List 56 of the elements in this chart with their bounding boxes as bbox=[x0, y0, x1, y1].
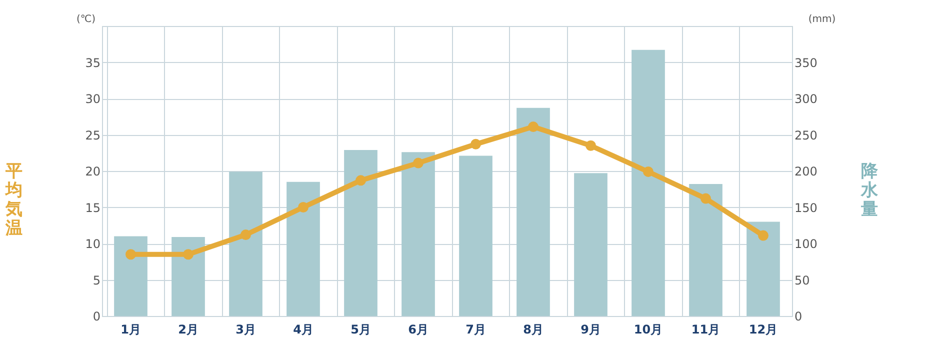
y-tick-label: 15 bbox=[85, 200, 100, 215]
x-tick-label: 7月 bbox=[466, 322, 486, 336]
y-tick-label: 10 bbox=[85, 237, 100, 251]
point bbox=[356, 175, 366, 186]
point bbox=[240, 230, 251, 240]
bar bbox=[689, 184, 722, 316]
y2-tick-label: 300 bbox=[794, 92, 818, 106]
x-tick-label: 6月 bbox=[408, 322, 428, 336]
y2-tick-label: 100 bbox=[794, 237, 818, 251]
x-tick-label: 2月 bbox=[178, 322, 198, 336]
x-tick-label: 12月 bbox=[748, 322, 778, 336]
y2-tick-label: 250 bbox=[794, 128, 818, 142]
x-tick-label: 3月 bbox=[236, 322, 256, 336]
x-tick-label: 11月 bbox=[691, 322, 720, 336]
y2-tick-label: 200 bbox=[794, 164, 818, 178]
x-tick-label: 4月 bbox=[293, 322, 314, 336]
bar bbox=[286, 182, 320, 316]
point bbox=[470, 138, 481, 150]
text: (mm) bbox=[808, 14, 836, 25]
y-tick-label: 35 bbox=[85, 56, 100, 70]
y2-tick-label: 350 bbox=[794, 56, 818, 70]
y2-axis-title: 降水量 bbox=[860, 162, 879, 220]
x-tick-label: 1月 bbox=[120, 322, 141, 336]
bar bbox=[402, 152, 435, 316]
text: (℃) bbox=[76, 14, 96, 25]
y-tick-label: 20 bbox=[85, 164, 100, 178]
y-tick-label: 25 bbox=[85, 128, 100, 142]
x-tick-label: 8月 bbox=[523, 322, 544, 336]
bar bbox=[229, 172, 262, 316]
point bbox=[586, 140, 596, 151]
y2-tick-label: 0 bbox=[794, 310, 802, 324]
point bbox=[126, 249, 136, 260]
y2-tick-label: 50 bbox=[794, 273, 810, 288]
point bbox=[758, 230, 768, 241]
bar bbox=[746, 222, 780, 316]
y-tick-label: 5 bbox=[92, 273, 100, 288]
bar bbox=[516, 108, 550, 316]
point bbox=[643, 166, 654, 177]
x-tick-label: 5月 bbox=[350, 322, 371, 336]
x-tick-label: 10月 bbox=[634, 322, 663, 336]
y-tick-label: 0 bbox=[92, 310, 100, 324]
bar bbox=[344, 150, 378, 316]
bar bbox=[114, 236, 148, 316]
point bbox=[298, 202, 308, 212]
y2-tick-label: 150 bbox=[794, 200, 818, 215]
point bbox=[413, 158, 424, 168]
bar bbox=[632, 50, 665, 316]
bar bbox=[574, 173, 608, 316]
x-tick-label: 9月 bbox=[580, 322, 601, 336]
y-axis-title: 平均気温 bbox=[4, 162, 23, 238]
bar bbox=[172, 236, 205, 316]
point bbox=[183, 249, 194, 260]
bar bbox=[459, 156, 492, 316]
point bbox=[528, 122, 538, 132]
y-tick-label: 30 bbox=[85, 92, 100, 106]
point bbox=[700, 193, 711, 204]
